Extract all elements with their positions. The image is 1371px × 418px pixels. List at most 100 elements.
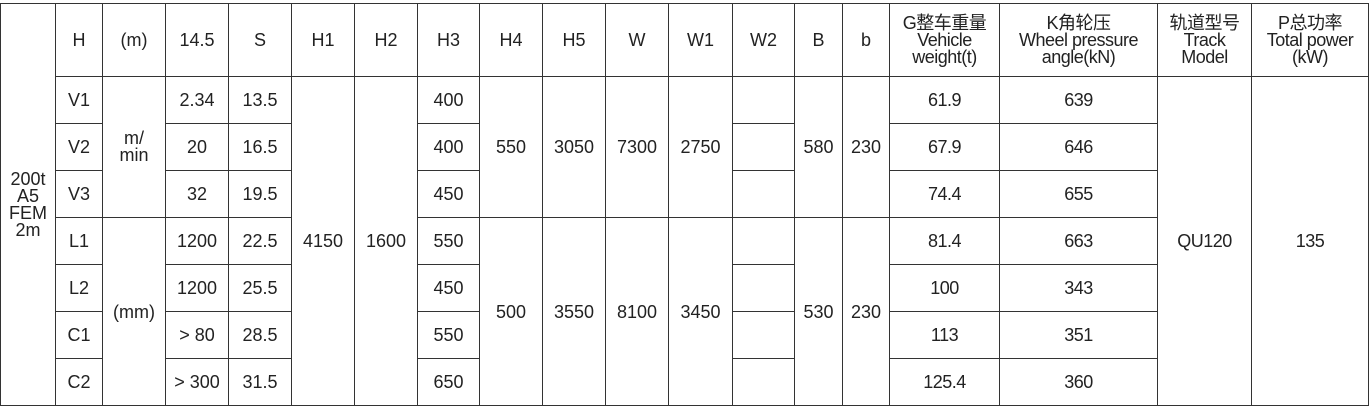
- pressure-cell: 343: [999, 264, 1158, 312]
- s-cell: 13.5: [228, 76, 292, 124]
- row-label: V1: [55, 76, 103, 124]
- row-label: C2: [55, 358, 103, 406]
- value-cell: 20: [165, 123, 229, 171]
- value-cell: 1200: [165, 217, 229, 265]
- value-cell: > 300: [165, 358, 229, 406]
- header-cell: 14.5: [165, 3, 229, 77]
- header-cell: H5: [542, 3, 606, 77]
- table-row: V3 32 19.5 450 74.4 655: [1, 170, 1369, 218]
- header-line: K角轮压: [1046, 12, 1111, 33]
- value-cell: > 80: [165, 311, 229, 359]
- header-line: (kW): [1292, 46, 1328, 67]
- unit-line: m/: [124, 128, 144, 148]
- row-label: L2: [55, 264, 103, 312]
- b-cell: 230: [842, 76, 890, 218]
- h3-cell: 400: [417, 123, 480, 171]
- unit-speed-cell: m/ min: [102, 76, 166, 218]
- weight-cell: 113: [889, 311, 1000, 359]
- h3-cell: 450: [417, 170, 480, 218]
- header-cell: H3: [417, 3, 480, 77]
- header-cell: (m): [102, 3, 166, 77]
- header-cell: b: [842, 3, 890, 77]
- header-vehicle-weight: G整车重量 Vehicle weight(t): [889, 3, 1000, 77]
- w2-cell: [732, 170, 795, 218]
- value-cell: 2.34: [165, 76, 229, 124]
- s-cell: 22.5: [228, 217, 292, 265]
- pressure-cell: 655: [999, 170, 1158, 218]
- header-line: angle(kN): [1041, 46, 1116, 67]
- w-cell: 7300: [605, 76, 669, 218]
- group-label-cell: 200t A5 FEM 2m: [0, 3, 56, 406]
- h3-cell: 550: [417, 311, 480, 359]
- pressure-cell: 646: [999, 123, 1158, 171]
- w1-cell: 3450: [668, 217, 733, 406]
- table-row: L1 (mm) 1200 22.5 550 500 3550 8100 3450…: [1, 217, 1369, 406]
- header-cell: B: [794, 3, 843, 77]
- table-row: V1 m/ min 2.34 13.5 4150 1600 400 550 30…: [1, 76, 1369, 406]
- row-label: L1: [55, 217, 103, 265]
- h4-cell: 550: [479, 76, 543, 218]
- h3-cell: 550: [417, 217, 480, 265]
- h4-cell: 500: [479, 217, 543, 406]
- weight-cell: 74.4: [889, 170, 1000, 218]
- w2-cell: [732, 358, 795, 406]
- s-cell: 16.5: [228, 123, 292, 171]
- header-cell: H4: [479, 3, 543, 77]
- weight-cell: 67.9: [889, 123, 1000, 171]
- crane-spec-table: 200t A5 FEM 2m H (m) 14.5 S H1 H2 H3 H4 …: [0, 3, 1369, 406]
- group-label-line: 2m: [15, 219, 41, 240]
- h1-cell: 4150: [291, 76, 355, 406]
- header-cell: H2: [354, 3, 418, 77]
- s-cell: 31.5: [228, 358, 292, 406]
- value-cell: 1200: [165, 264, 229, 312]
- track-cell: QU120: [1157, 76, 1252, 406]
- B-cell: 580: [794, 76, 843, 218]
- group-label-line: A5: [16, 185, 40, 206]
- header-cell: S: [228, 3, 292, 77]
- w2-cell: [732, 217, 795, 265]
- header-line: Track: [1183, 29, 1226, 50]
- w2-cell: [732, 311, 795, 359]
- header-line: P总功率: [1277, 12, 1343, 33]
- header-cell: H1: [291, 3, 355, 77]
- power-cell: 135: [1251, 76, 1369, 406]
- header-line: weight(t): [912, 46, 977, 67]
- weight-cell: 125.4: [889, 358, 1000, 406]
- row-label: V3: [55, 170, 103, 218]
- pressure-cell: 360: [999, 358, 1158, 406]
- table-row: V2 20 16.5 400 67.9 646: [1, 123, 1369, 171]
- header-line: Vehicle: [917, 29, 972, 50]
- header-line: 轨道型号: [1169, 12, 1241, 33]
- s-cell: 19.5: [228, 170, 292, 218]
- h3-cell: 650: [417, 358, 480, 406]
- header-total-power: P总功率 Total power (kW): [1251, 3, 1369, 77]
- h3-cell: 450: [417, 264, 480, 312]
- header-line: G整车重量: [902, 12, 987, 33]
- w2-cell: [732, 264, 795, 312]
- table-row: C1 > 80 28.5 550 113 351: [1, 311, 1369, 359]
- unit-mm-cell: (mm): [102, 217, 166, 406]
- unit-line: min: [119, 145, 149, 165]
- table-row: C2 > 300 31.5 650 125.4 360: [1, 358, 1369, 406]
- header-cell: W2: [732, 3, 795, 77]
- pressure-cell: 663: [999, 217, 1158, 265]
- header-cell: W: [605, 3, 669, 77]
- group-label-line: 200t: [10, 168, 46, 189]
- s-cell: 25.5: [228, 264, 292, 312]
- header-line: Total power: [1266, 29, 1354, 50]
- B-cell: 530: [794, 217, 843, 406]
- pressure-cell: 639: [999, 76, 1158, 124]
- w2-cell: [732, 123, 795, 171]
- b-cell: 230: [842, 217, 890, 406]
- w2-cell: [732, 76, 795, 124]
- w-cell: 8100: [605, 217, 669, 406]
- weight-cell: 81.4: [889, 217, 1000, 265]
- weight-cell: 100: [889, 264, 1000, 312]
- h5-cell: 3050: [542, 76, 606, 218]
- row-label: C1: [55, 311, 103, 359]
- header-row: 200t A5 FEM 2m H (m) 14.5 S H1 H2 H3 H4 …: [0, 3, 1369, 406]
- w1-cell: 2750: [668, 76, 733, 218]
- h5-cell: 3550: [542, 217, 606, 406]
- header-cell: H: [55, 3, 103, 77]
- value-cell: 32: [165, 170, 229, 218]
